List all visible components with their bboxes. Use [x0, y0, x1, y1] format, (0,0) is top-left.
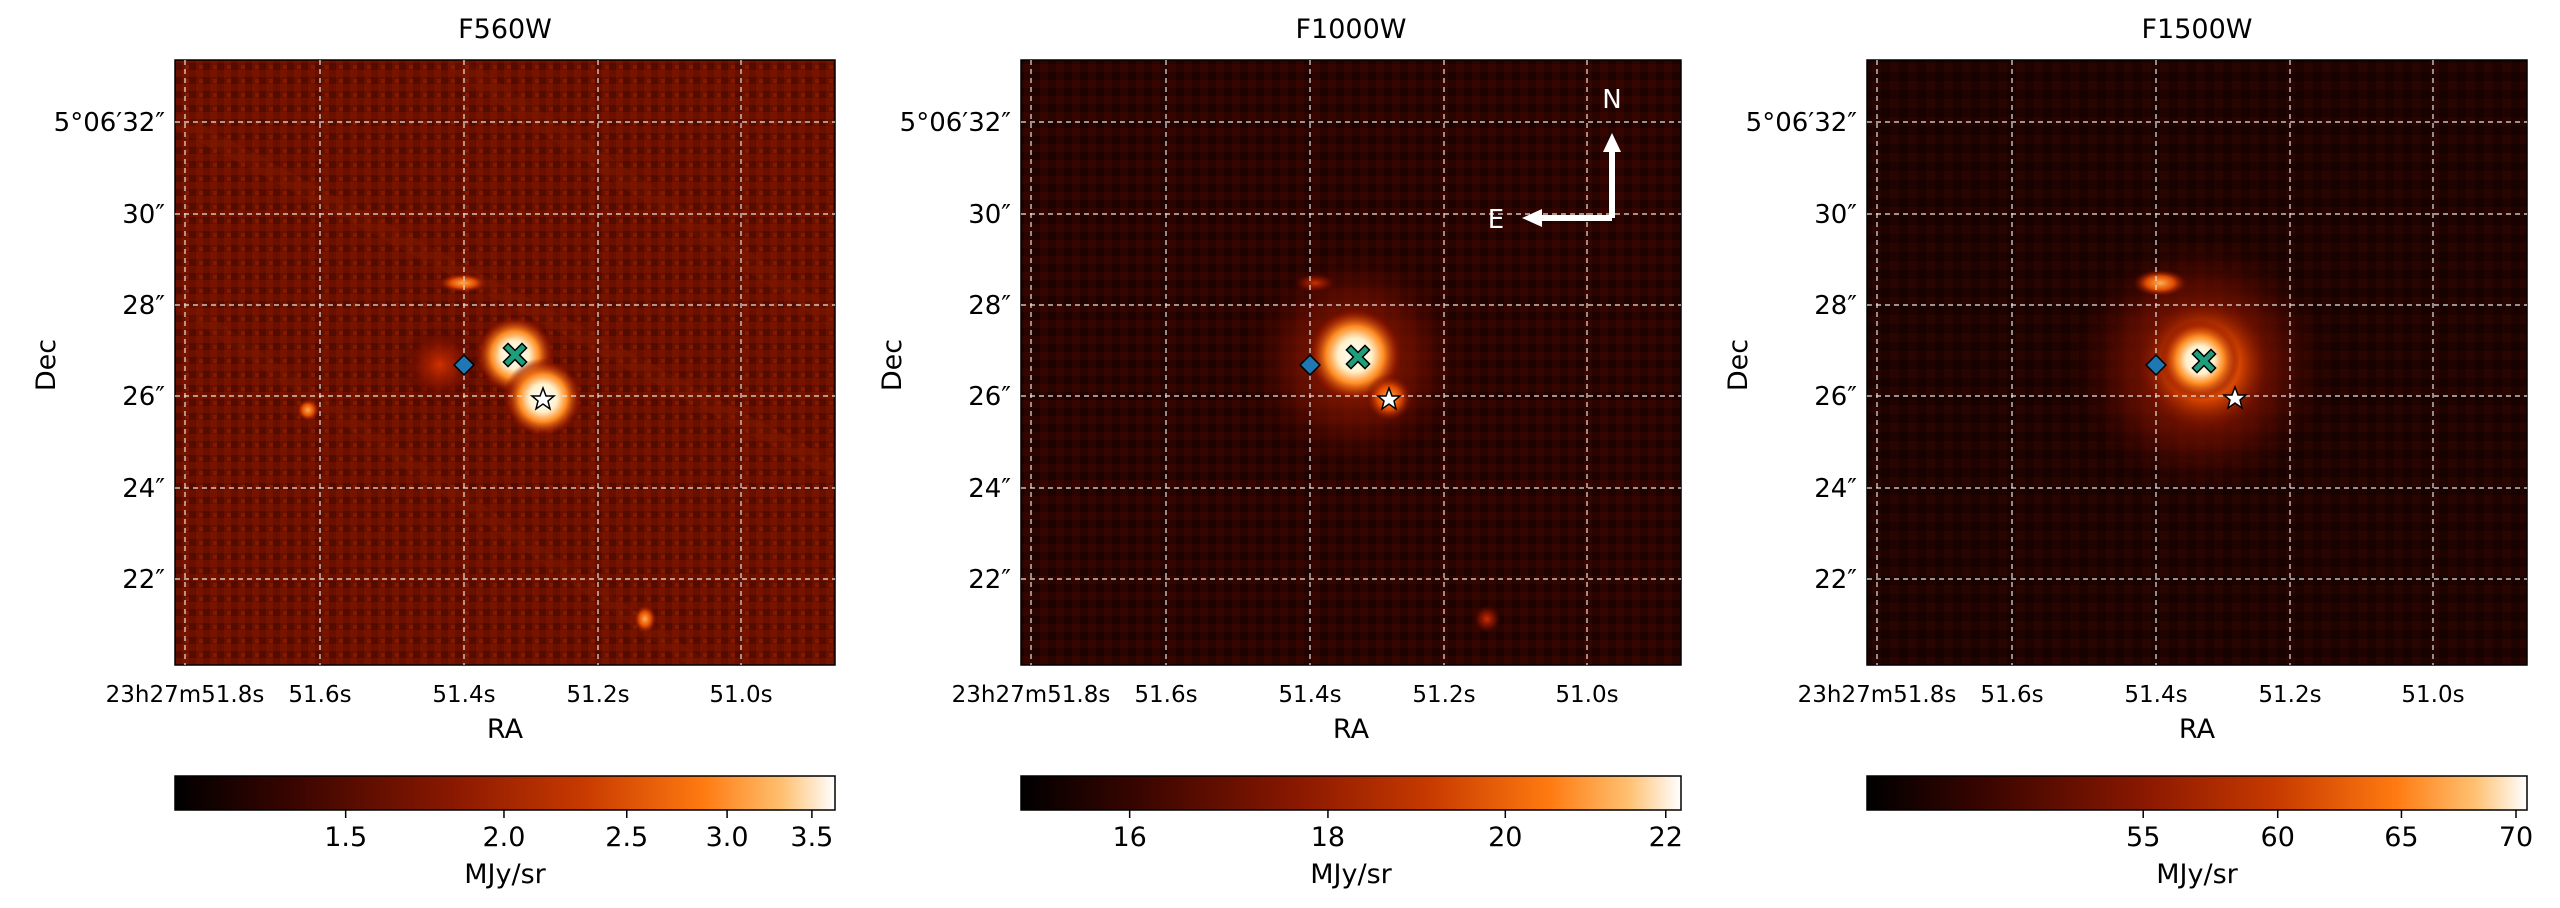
ra-tick: 23h27m51.8s	[106, 682, 265, 708]
colorbar-tick-label: 18	[1311, 822, 1345, 853]
dec-tick: 22″	[122, 565, 165, 595]
axis-ticks: 5°06′32″ 30″ 28″ 26″ 24″ 22″ 23h27m51.8s…	[54, 108, 773, 708]
ra-tick: 51.4s	[432, 682, 495, 708]
dec-tick: 26″	[122, 382, 165, 412]
colorbar-tick-label: 55	[2126, 822, 2160, 853]
panel-f560w: F560W 5°06′32″ 30″	[31, 14, 836, 890]
dec-tick: 24″	[1814, 474, 1857, 504]
image-area	[1867, 60, 2527, 665]
dec-tick: 26″	[968, 382, 1011, 412]
dec-tick: 30″	[122, 200, 165, 230]
east-arrow-icon	[1522, 209, 1542, 227]
dec-tick: 5°06′32″	[54, 108, 166, 138]
colorbar-tick-label: 65	[2384, 822, 2418, 853]
colorbar-tick-label: 2.0	[482, 822, 525, 853]
ra-tick: 51.2s	[1412, 682, 1475, 708]
grid	[175, 60, 835, 665]
compass: N E	[1488, 85, 1622, 235]
panel-title: F560W	[458, 14, 552, 45]
x-axis-label: RA	[1333, 714, 1370, 745]
east-label: E	[1488, 205, 1504, 235]
axis-ticks: 5°06′32″ 30″ 28″ 26″ 24″ 22″ 23h27m51.8s…	[900, 108, 1619, 708]
dec-tick: 22″	[968, 565, 1011, 595]
star-marker	[1375, 385, 1403, 411]
diamond-marker	[1299, 354, 1321, 376]
dec-tick: 5°06′32″	[900, 108, 1012, 138]
dec-tick: 28″	[968, 291, 1011, 321]
ra-tick: 51.6s	[1980, 682, 2043, 708]
ra-tick: 51.0s	[1555, 682, 1618, 708]
star-marker	[2221, 384, 2249, 410]
image-frame	[1020, 59, 1682, 666]
grid	[1867, 60, 2527, 665]
markers	[453, 342, 557, 411]
ra-tick: 23h27m51.8s	[952, 682, 1111, 708]
grid	[1021, 60, 1681, 665]
colorbar-tick-label: 1.5	[324, 822, 367, 853]
colorbar-tick-label: 3.0	[706, 822, 749, 853]
north-label: N	[1602, 85, 1621, 115]
axis-ticks: 5°06′32″ 30″ 28″ 26″ 24″ 22″ 23h27m51.8s…	[1746, 108, 2465, 708]
dec-tick: 22″	[1814, 565, 1857, 595]
image-frame	[1866, 59, 2528, 666]
colorbar-tick-label: 3.5	[790, 822, 833, 853]
colorbar-tick-label: 60	[2261, 822, 2295, 853]
ra-tick: 51.4s	[2124, 682, 2187, 708]
markers	[2145, 348, 2249, 410]
image-frame	[174, 59, 836, 666]
x-axis-label: RA	[2179, 714, 2216, 745]
dec-tick: 30″	[968, 200, 1011, 230]
ra-tick: 23h27m51.8s	[1798, 682, 1957, 708]
colorbar-label: MJy/sr	[2156, 859, 2238, 890]
ra-tick: 51.6s	[288, 682, 351, 708]
star-marker	[529, 385, 557, 411]
ra-tick: 51.0s	[2401, 682, 2464, 708]
panel-title: F1000W	[1296, 14, 1407, 45]
colorbar-label: MJy/sr	[464, 859, 546, 890]
y-axis-label: Dec	[31, 339, 62, 391]
y-axis-label: Dec	[1723, 339, 1754, 391]
y-axis-label: Dec	[877, 339, 908, 391]
dec-tick: 28″	[1814, 291, 1857, 321]
panel-f1500w: F1500W 5°06′32″ 30″ 28″ 26″ 24″ 22″ 23h2…	[1723, 14, 2533, 890]
ra-tick: 51.2s	[566, 682, 629, 708]
dec-tick: 5°06′32″	[1746, 108, 1858, 138]
dec-tick: 26″	[1814, 382, 1857, 412]
colorbar-tick-label: 16	[1112, 822, 1146, 853]
dec-tick: 24″	[122, 474, 165, 504]
colorbar: 1.5 2.0 2.5 3.0 3.5 MJy/sr	[174, 775, 836, 890]
colorbar-tick-label: 22	[1649, 822, 1683, 853]
dec-tick: 24″	[968, 474, 1011, 504]
dec-tick: 28″	[122, 291, 165, 321]
ra-tick: 51.4s	[1278, 682, 1341, 708]
x-axis-label: RA	[487, 714, 524, 745]
ra-tick: 51.2s	[2258, 682, 2321, 708]
panel-f1000w: F1000W N E 5°06′32″	[877, 14, 1683, 890]
colorbar-tick-label: 2.5	[605, 822, 648, 853]
diamond-marker	[453, 354, 475, 376]
north-arrow-icon	[1603, 133, 1621, 152]
markers	[1299, 344, 1403, 411]
colorbar: 16 18 20 22 MJy/sr	[1020, 775, 1683, 890]
dec-tick: 30″	[1814, 200, 1857, 230]
ra-tick: 51.6s	[1134, 682, 1197, 708]
diamond-marker	[2145, 354, 2167, 376]
colorbar-tick-label: 70	[2499, 822, 2533, 853]
colorbar-tick-label: 20	[1488, 822, 1522, 853]
colorbar: 55 60 65 70 MJy/sr	[1866, 775, 2533, 890]
colorbar-label: MJy/sr	[1310, 859, 1392, 890]
ra-tick: 51.0s	[709, 682, 772, 708]
image-area	[175, 60, 835, 665]
panel-title: F1500W	[2142, 14, 2253, 45]
